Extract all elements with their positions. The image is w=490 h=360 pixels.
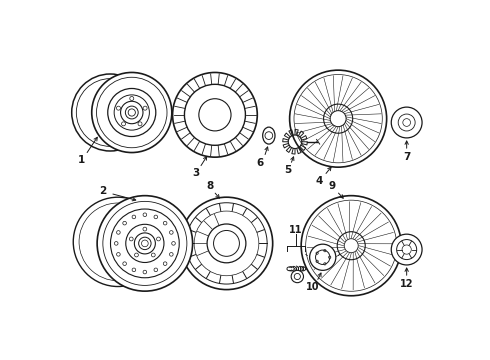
- Ellipse shape: [263, 127, 275, 144]
- Circle shape: [392, 234, 422, 265]
- Text: 10: 10: [306, 282, 319, 292]
- Text: 6: 6: [256, 158, 263, 167]
- Circle shape: [180, 197, 272, 289]
- Text: 7: 7: [403, 152, 410, 162]
- Text: 4: 4: [316, 176, 323, 186]
- Text: 9: 9: [328, 181, 336, 191]
- Text: 8: 8: [206, 181, 213, 191]
- Circle shape: [310, 244, 336, 270]
- Text: 2: 2: [99, 186, 106, 196]
- Circle shape: [392, 107, 422, 138]
- Circle shape: [291, 270, 303, 283]
- Text: 5: 5: [284, 165, 291, 175]
- Text: 1: 1: [77, 155, 85, 165]
- Circle shape: [92, 72, 172, 153]
- Text: 3: 3: [192, 168, 199, 178]
- Text: 12: 12: [400, 279, 414, 289]
- Text: 11: 11: [289, 225, 302, 235]
- Circle shape: [97, 195, 193, 291]
- Circle shape: [73, 197, 163, 287]
